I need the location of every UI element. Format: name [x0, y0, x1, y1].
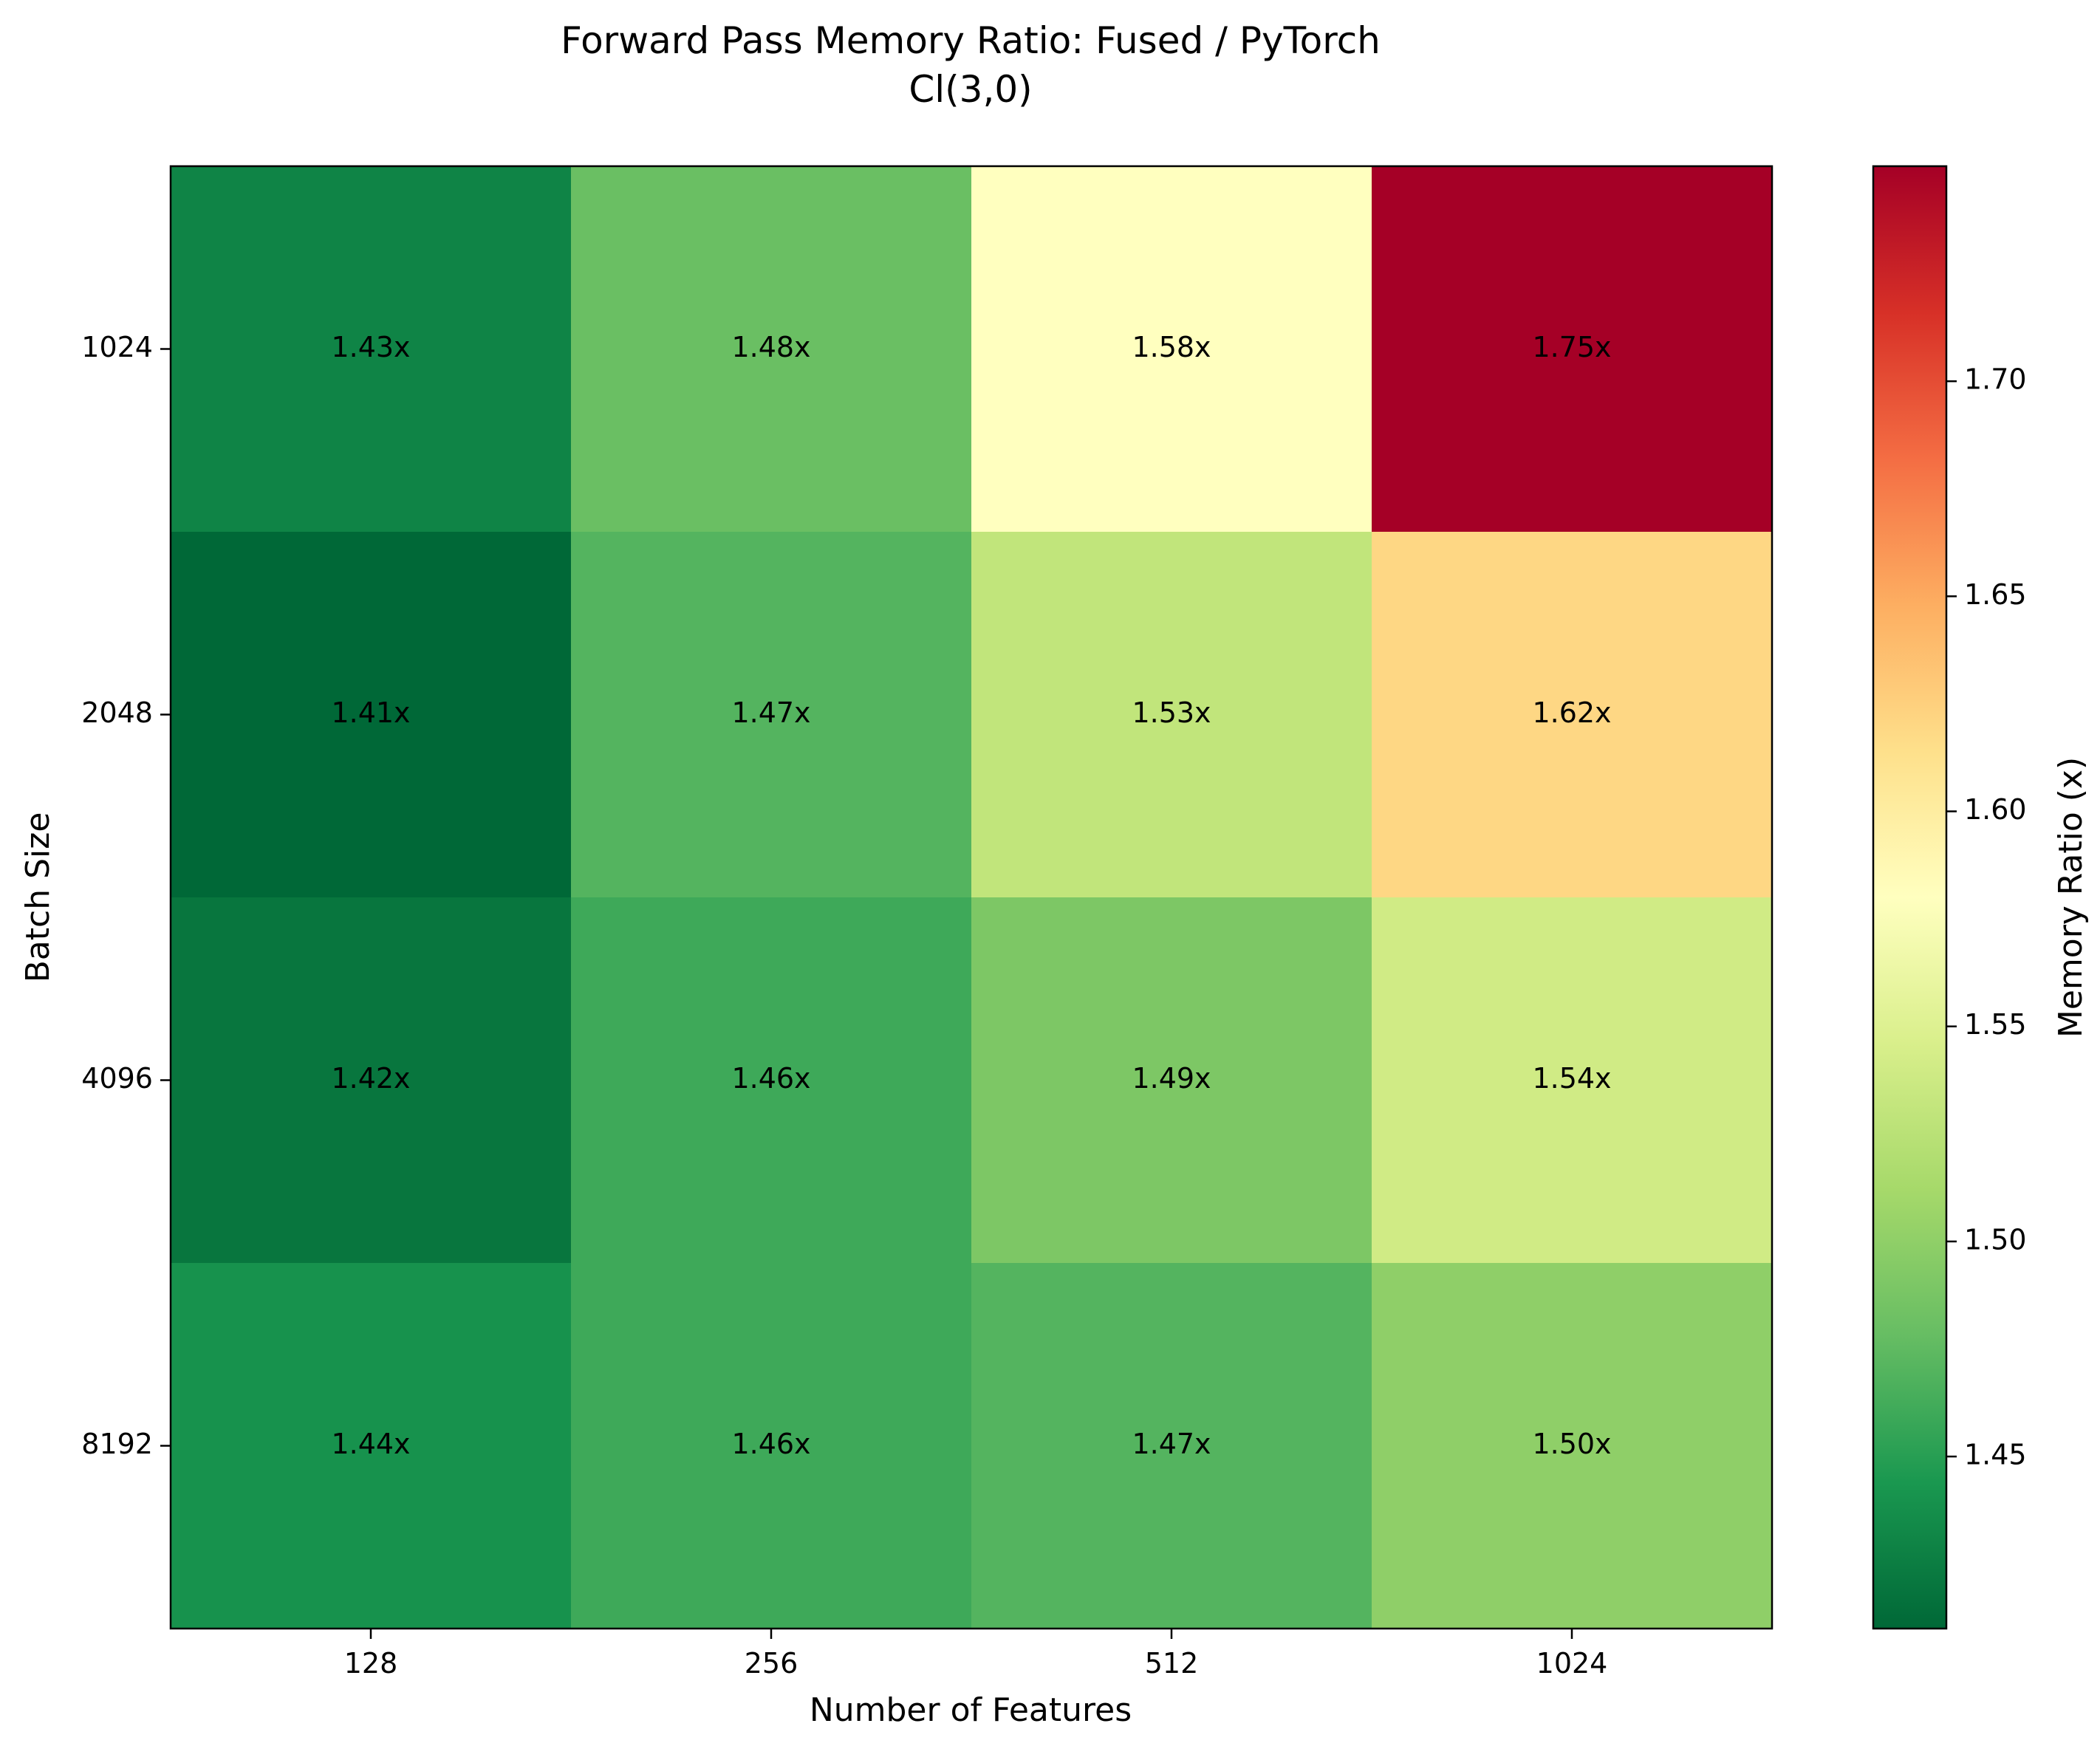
heatmap-cell — [171, 1263, 572, 1629]
colorbar-tick-label: 1.70 — [1964, 363, 2027, 396]
cell-value-label: 1.44x — [331, 1428, 410, 1460]
x-tick-label: 128 — [344, 1647, 398, 1680]
cell-value-label: 1.62x — [1532, 696, 1611, 729]
heatmap-cell — [571, 532, 972, 898]
heatmap-cell — [1372, 1263, 1773, 1629]
heatmap-cell — [171, 532, 572, 898]
colorbar-tick-label: 1.65 — [1964, 578, 2027, 611]
cell-value-label: 1.50x — [1532, 1428, 1611, 1460]
cell-value-label: 1.53x — [1132, 696, 1211, 729]
heatmap-cell — [971, 532, 1372, 898]
chart-title: Forward Pass Memory Ratio: Fused / PyTor… — [561, 19, 1381, 62]
heatmap-cell — [171, 897, 572, 1264]
heatmap-cell — [971, 166, 1372, 533]
colorbar-tick-label: 1.60 — [1964, 793, 2027, 826]
cell-value-label: 1.47x — [1132, 1428, 1211, 1460]
x-tick-label: 1024 — [1536, 1647, 1608, 1680]
cell-value-label: 1.43x — [331, 331, 410, 363]
y-tick-label: 2048 — [81, 696, 153, 729]
y-axis-ticks: 1024 2048 4096 8192 — [81, 331, 171, 1460]
heatmap-cell — [1372, 532, 1773, 898]
heatmap-cell — [571, 897, 972, 1264]
cell-value-label: 1.46x — [731, 1062, 810, 1095]
heatmap-cell — [971, 1263, 1372, 1629]
heatmap-cell — [171, 166, 572, 533]
cell-value-label: 1.54x — [1532, 1062, 1611, 1095]
colorbar-label: Memory Ratio (x) — [2052, 757, 2090, 1038]
x-tick-label: 512 — [1145, 1647, 1199, 1680]
colorbar-tick-label: 1.50 — [1964, 1223, 2027, 1256]
x-tick-label: 256 — [745, 1647, 798, 1680]
heatmap-cell — [571, 166, 972, 533]
colorbar-tick-label: 1.55 — [1964, 1008, 2027, 1041]
chart-subtitle: Cl(3,0) — [909, 68, 1032, 111]
y-tick-label: 8192 — [81, 1428, 153, 1460]
heatmap-cell — [1372, 897, 1773, 1264]
colorbar-tick-label: 1.45 — [1964, 1439, 2027, 1471]
heatmap-cells — [171, 166, 1773, 1629]
cell-value-label: 1.42x — [331, 1062, 410, 1095]
cell-value-label: 1.48x — [731, 331, 810, 363]
x-axis-ticks: 128 256 512 1024 — [344, 1629, 1608, 1680]
heatmap-cell-labels: 1.43x 1.48x 1.58x 1.75x 1.41x 1.47x 1.53x 1.62x… — [331, 331, 1611, 1460]
heatmap-cell — [971, 897, 1372, 1264]
plot-frame — [169, 165, 1774, 1630]
cell-value-label: 1.58x — [1132, 331, 1211, 363]
y-axis-label: Batch Size — [19, 812, 57, 983]
heatmap-cell — [1372, 166, 1773, 533]
cell-value-label: 1.46x — [731, 1428, 810, 1460]
heatmap-cell — [571, 1263, 972, 1629]
x-axis-label: Number of Features — [810, 1691, 1132, 1729]
cell-value-label: 1.47x — [731, 696, 810, 729]
cell-value-label: 1.41x — [331, 696, 410, 729]
y-tick-label: 4096 — [81, 1062, 153, 1095]
colorbar — [1872, 165, 1948, 1630]
y-tick-label: 1024 — [81, 331, 153, 363]
cell-value-label: 1.75x — [1532, 331, 1611, 363]
colorbar-ticks: 1.45 1.50 1.55 1.60 1.65 1.70 — [1946, 363, 2027, 1471]
cell-value-label: 1.49x — [1132, 1062, 1211, 1095]
